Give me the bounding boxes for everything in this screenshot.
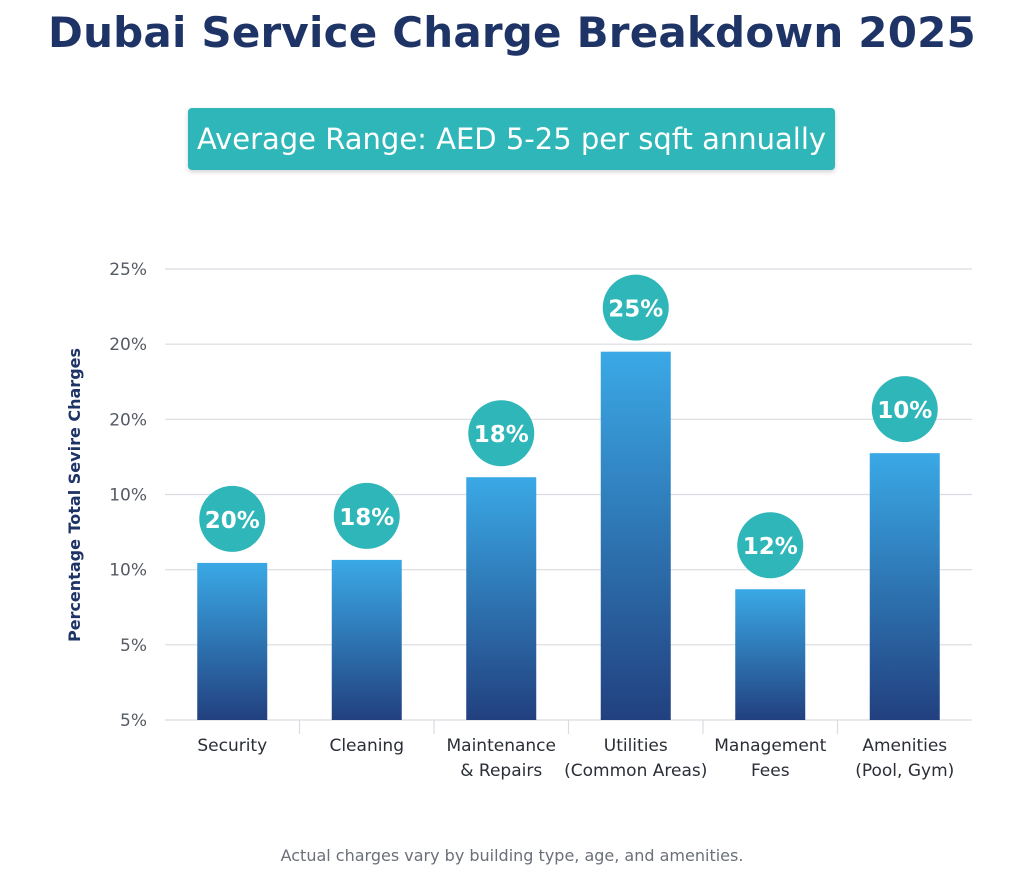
bar	[735, 589, 806, 720]
average-range-banner: Average Range: AED 5-25 per sqft annuall…	[188, 108, 835, 170]
y-tick-label: 20%	[109, 335, 147, 355]
y-tick-label: 5%	[120, 711, 147, 731]
bar	[197, 562, 268, 720]
y-tick-label: 10%	[109, 486, 147, 506]
chart-title: Dubai Service Charge Breakdown 2025	[48, 8, 976, 57]
bars	[197, 351, 940, 720]
x-axis-ticks: Security Cleaning Maintenance & Repairs Util…	[197, 736, 954, 781]
x-tick-label: Management	[714, 736, 826, 756]
data-label: 12%	[743, 534, 798, 560]
x-tick-label: Security	[197, 736, 267, 756]
bar	[331, 559, 402, 720]
x-tick-label: (Pool, Gym)	[855, 761, 954, 781]
x-tick-label: Fees	[751, 761, 790, 781]
y-tick-label: 20%	[109, 410, 147, 430]
y-tick-label: 5%	[120, 636, 147, 656]
data-label-badge	[737, 512, 804, 579]
bar	[466, 477, 537, 720]
data-label-badge	[468, 400, 535, 467]
data-label-badge	[333, 482, 400, 549]
data-labels: 20% 18% 18% 25% 12% 10%	[199, 274, 938, 579]
x-tick-label: & Repairs	[460, 761, 542, 781]
data-label: 18%	[474, 422, 529, 448]
data-label: 25%	[608, 297, 663, 323]
x-tick-label: (Common Areas)	[564, 761, 707, 781]
y-tick-label: 25%	[109, 260, 147, 280]
bar	[869, 453, 940, 720]
y-axis-ticks: 5% 5% 10% 10% 20% 20% 25%	[109, 260, 147, 731]
y-axis-label: Percentage Total Sevire Charges	[65, 348, 84, 642]
x-tick-label: Amenities	[862, 736, 947, 756]
grid-lines	[165, 268, 972, 734]
data-label: 20%	[205, 508, 260, 534]
x-tick-label: Cleaning	[329, 736, 404, 756]
x-tick-label: Utilities	[604, 736, 668, 756]
data-label-badge	[199, 485, 266, 552]
data-label-badge	[602, 274, 669, 341]
footnote: Actual charges vary by building type, ag…	[280, 846, 744, 865]
data-label: 10%	[877, 398, 932, 424]
y-tick-label: 10%	[109, 561, 147, 581]
data-label-badge	[871, 376, 938, 443]
bar	[600, 351, 671, 720]
x-tick-label: Maintenance	[447, 736, 556, 756]
data-label: 18%	[339, 505, 394, 531]
